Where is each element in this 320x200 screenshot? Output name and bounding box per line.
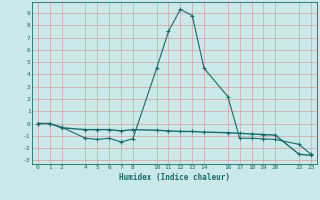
- X-axis label: Humidex (Indice chaleur): Humidex (Indice chaleur): [119, 173, 230, 182]
